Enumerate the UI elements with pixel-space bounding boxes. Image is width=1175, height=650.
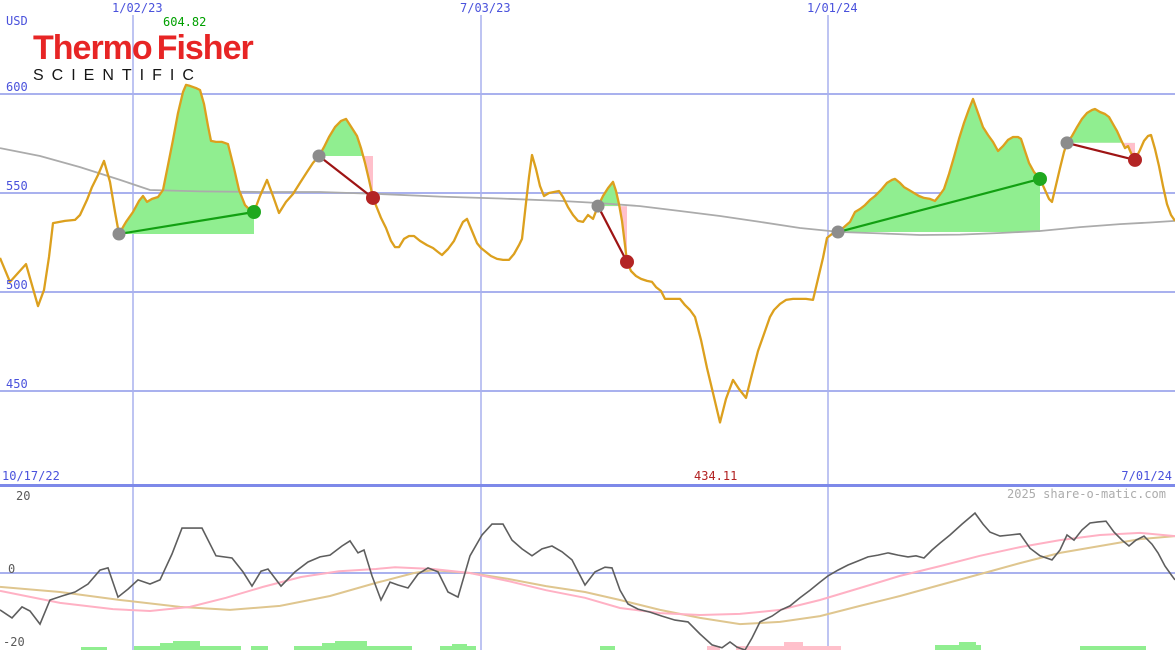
y-axis-tick-550: 550 bbox=[6, 179, 28, 193]
y-axis-tick-600: 600 bbox=[6, 80, 28, 94]
indicator-tick-20: 20 bbox=[16, 489, 31, 503]
x-axis-top-date-3: 1/01/24 bbox=[807, 1, 858, 15]
x-axis-start-date: 10/17/22 bbox=[2, 469, 60, 483]
indicator-tick-neg20: -20 bbox=[3, 635, 25, 649]
logo-wordmark: Thermo Fisher bbox=[33, 29, 254, 67]
y-axis-tick-500: 500 bbox=[6, 278, 28, 292]
high-price-annotation: 604.82 bbox=[163, 15, 207, 29]
thermo-fisher-logo: Thermo Fisher SCIENTIFIC bbox=[33, 29, 254, 85]
logo-subtitle: SCIENTIFIC bbox=[33, 67, 202, 84]
y-axis-tick-450: 450 bbox=[6, 377, 28, 391]
x-axis-end-date: 7/01/24 bbox=[1121, 469, 1172, 483]
logo-word-fisher: Fisher bbox=[156, 29, 254, 67]
watermark: 2025 share-o-matic.com bbox=[1007, 487, 1166, 501]
indicator-tick-0: 0 bbox=[8, 562, 16, 576]
logo-word-thermo: Thermo bbox=[33, 29, 153, 67]
x-axis-top-date-1: 1/02/23 bbox=[112, 1, 163, 15]
low-price-annotation: 434.11 bbox=[694, 469, 738, 483]
currency-label: USD bbox=[6, 14, 28, 28]
x-axis-top-date-2: 7/03/23 bbox=[460, 1, 511, 15]
